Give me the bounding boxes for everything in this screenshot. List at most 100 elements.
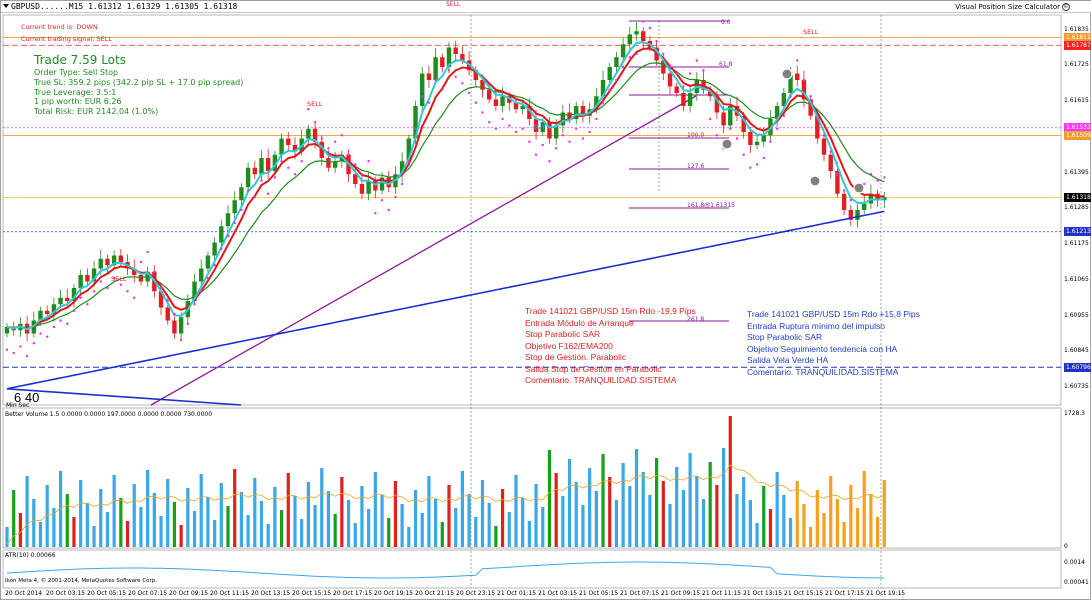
price-level-tag: 1.61787 [1064,40,1091,50]
volume-bar [742,477,746,547]
volume-panel-frame [2,407,1062,549]
sell-signal-label: SELL [111,275,127,283]
sar-dot [635,52,638,56]
sar-dot [45,335,49,338]
candle-body [44,310,50,314]
price-level-tag: 1.61509 [1064,131,1091,141]
candle-body [259,158,264,175]
volume-bar [688,453,692,547]
sar-dot [481,111,484,114]
sar-dot [246,189,250,192]
volume-bar [132,484,136,547]
sar-dot [19,345,22,348]
volume-bar [634,449,639,547]
sar-dot [427,101,431,104]
sar-dot [869,173,873,176]
candle-body [4,327,10,334]
volume-bar [755,523,759,547]
sar-dot [461,82,464,85]
volume-bar [815,490,819,547]
sar-dot [782,114,786,117]
candle-body [580,106,586,116]
candle-body [205,255,211,269]
volume-bar [494,526,498,547]
trade-note-line: Objetivo F162/EMA200 [525,340,613,351]
volume-bar [92,526,96,547]
candle-body [540,122,545,132]
candle-body [413,106,418,139]
candle-body [815,115,820,139]
candle-body [707,89,713,97]
volume-bar [788,518,793,547]
position-size-calculator-label[interactable]: Visual Position Size Calculator [955,3,1060,11]
volume-bar [876,517,880,547]
chevron-down-icon[interactable] [3,4,9,8]
sar-dot [447,69,451,72]
sar-dot [52,325,56,329]
volume-bar [52,508,56,547]
candle-body [252,167,257,175]
sar-dot [561,134,565,137]
volume-bar [708,462,712,547]
volume-bar [18,513,22,547]
volume-bar [413,490,418,547]
sar-dot [200,290,203,293]
candle-body [98,258,103,269]
volume-bar [400,504,404,547]
sar-dot [72,309,76,312]
sar-dot [769,140,772,143]
candle-body [507,96,512,103]
candle-body [440,57,445,67]
sar-dot [708,117,712,121]
volume-bar [179,525,183,547]
volume-bar [139,507,143,547]
copyright-icon[interactable]: © [1062,3,1070,11]
price-level-tag: 1.61213 [1064,227,1091,237]
volume-bar [192,511,197,547]
sar-dot [400,182,404,186]
chart-title-bar[interactable]: GBPUSD......M15 1.61312 1.61329 1.61305 … [1,1,1091,13]
candle-body [607,67,612,80]
candle-body [855,210,860,220]
pivot-marker [721,138,733,150]
volume-bar [567,459,572,547]
candle-body [553,125,559,139]
candle-body [71,288,77,301]
volume-bar [882,480,886,547]
sar-dot [226,234,230,238]
sell-signal-label: SELL [307,100,323,108]
volume-bar [353,523,357,547]
candle-body [801,80,807,100]
time-tick-label: 21 Oct 07:15 [620,590,660,597]
volume-bar [320,468,324,547]
trade-note-line: Salida Stop de Gestión en Parabolic [525,363,662,374]
volume-bar [574,482,578,547]
price-tick-label: 1.61285 [1064,204,1089,212]
candle-body [212,242,217,256]
sar-dot [280,160,283,163]
volume-bar [273,487,277,547]
candle-body [473,70,478,80]
candle-body [661,60,666,74]
trade-note-line: Trade 141021 GBP/USD 15m Rdo -19,9 Pips [525,306,696,316]
volume-bar [748,500,752,547]
volume-panel-title: Better Volume 1.5 0.0000 0.0000 197.0000… [5,411,213,418]
candle-body [641,31,646,41]
volume-bar [668,504,672,547]
time-tick-label: 21 Oct 09:15 [661,590,701,597]
volume-bar [835,499,840,547]
candle-body [178,317,184,334]
candle-body [520,106,525,110]
time-tick-label: 21 Oct 11:15 [702,590,742,597]
sar-dot [266,192,270,195]
candle-body [654,47,659,61]
volume-bar [226,506,230,547]
sar-dot [153,270,156,273]
candle-body [399,161,405,175]
candle-body [332,161,338,168]
sar-dot [287,166,290,169]
candle-body [761,135,766,142]
candle-body [486,89,492,100]
sar-dot [514,130,518,134]
